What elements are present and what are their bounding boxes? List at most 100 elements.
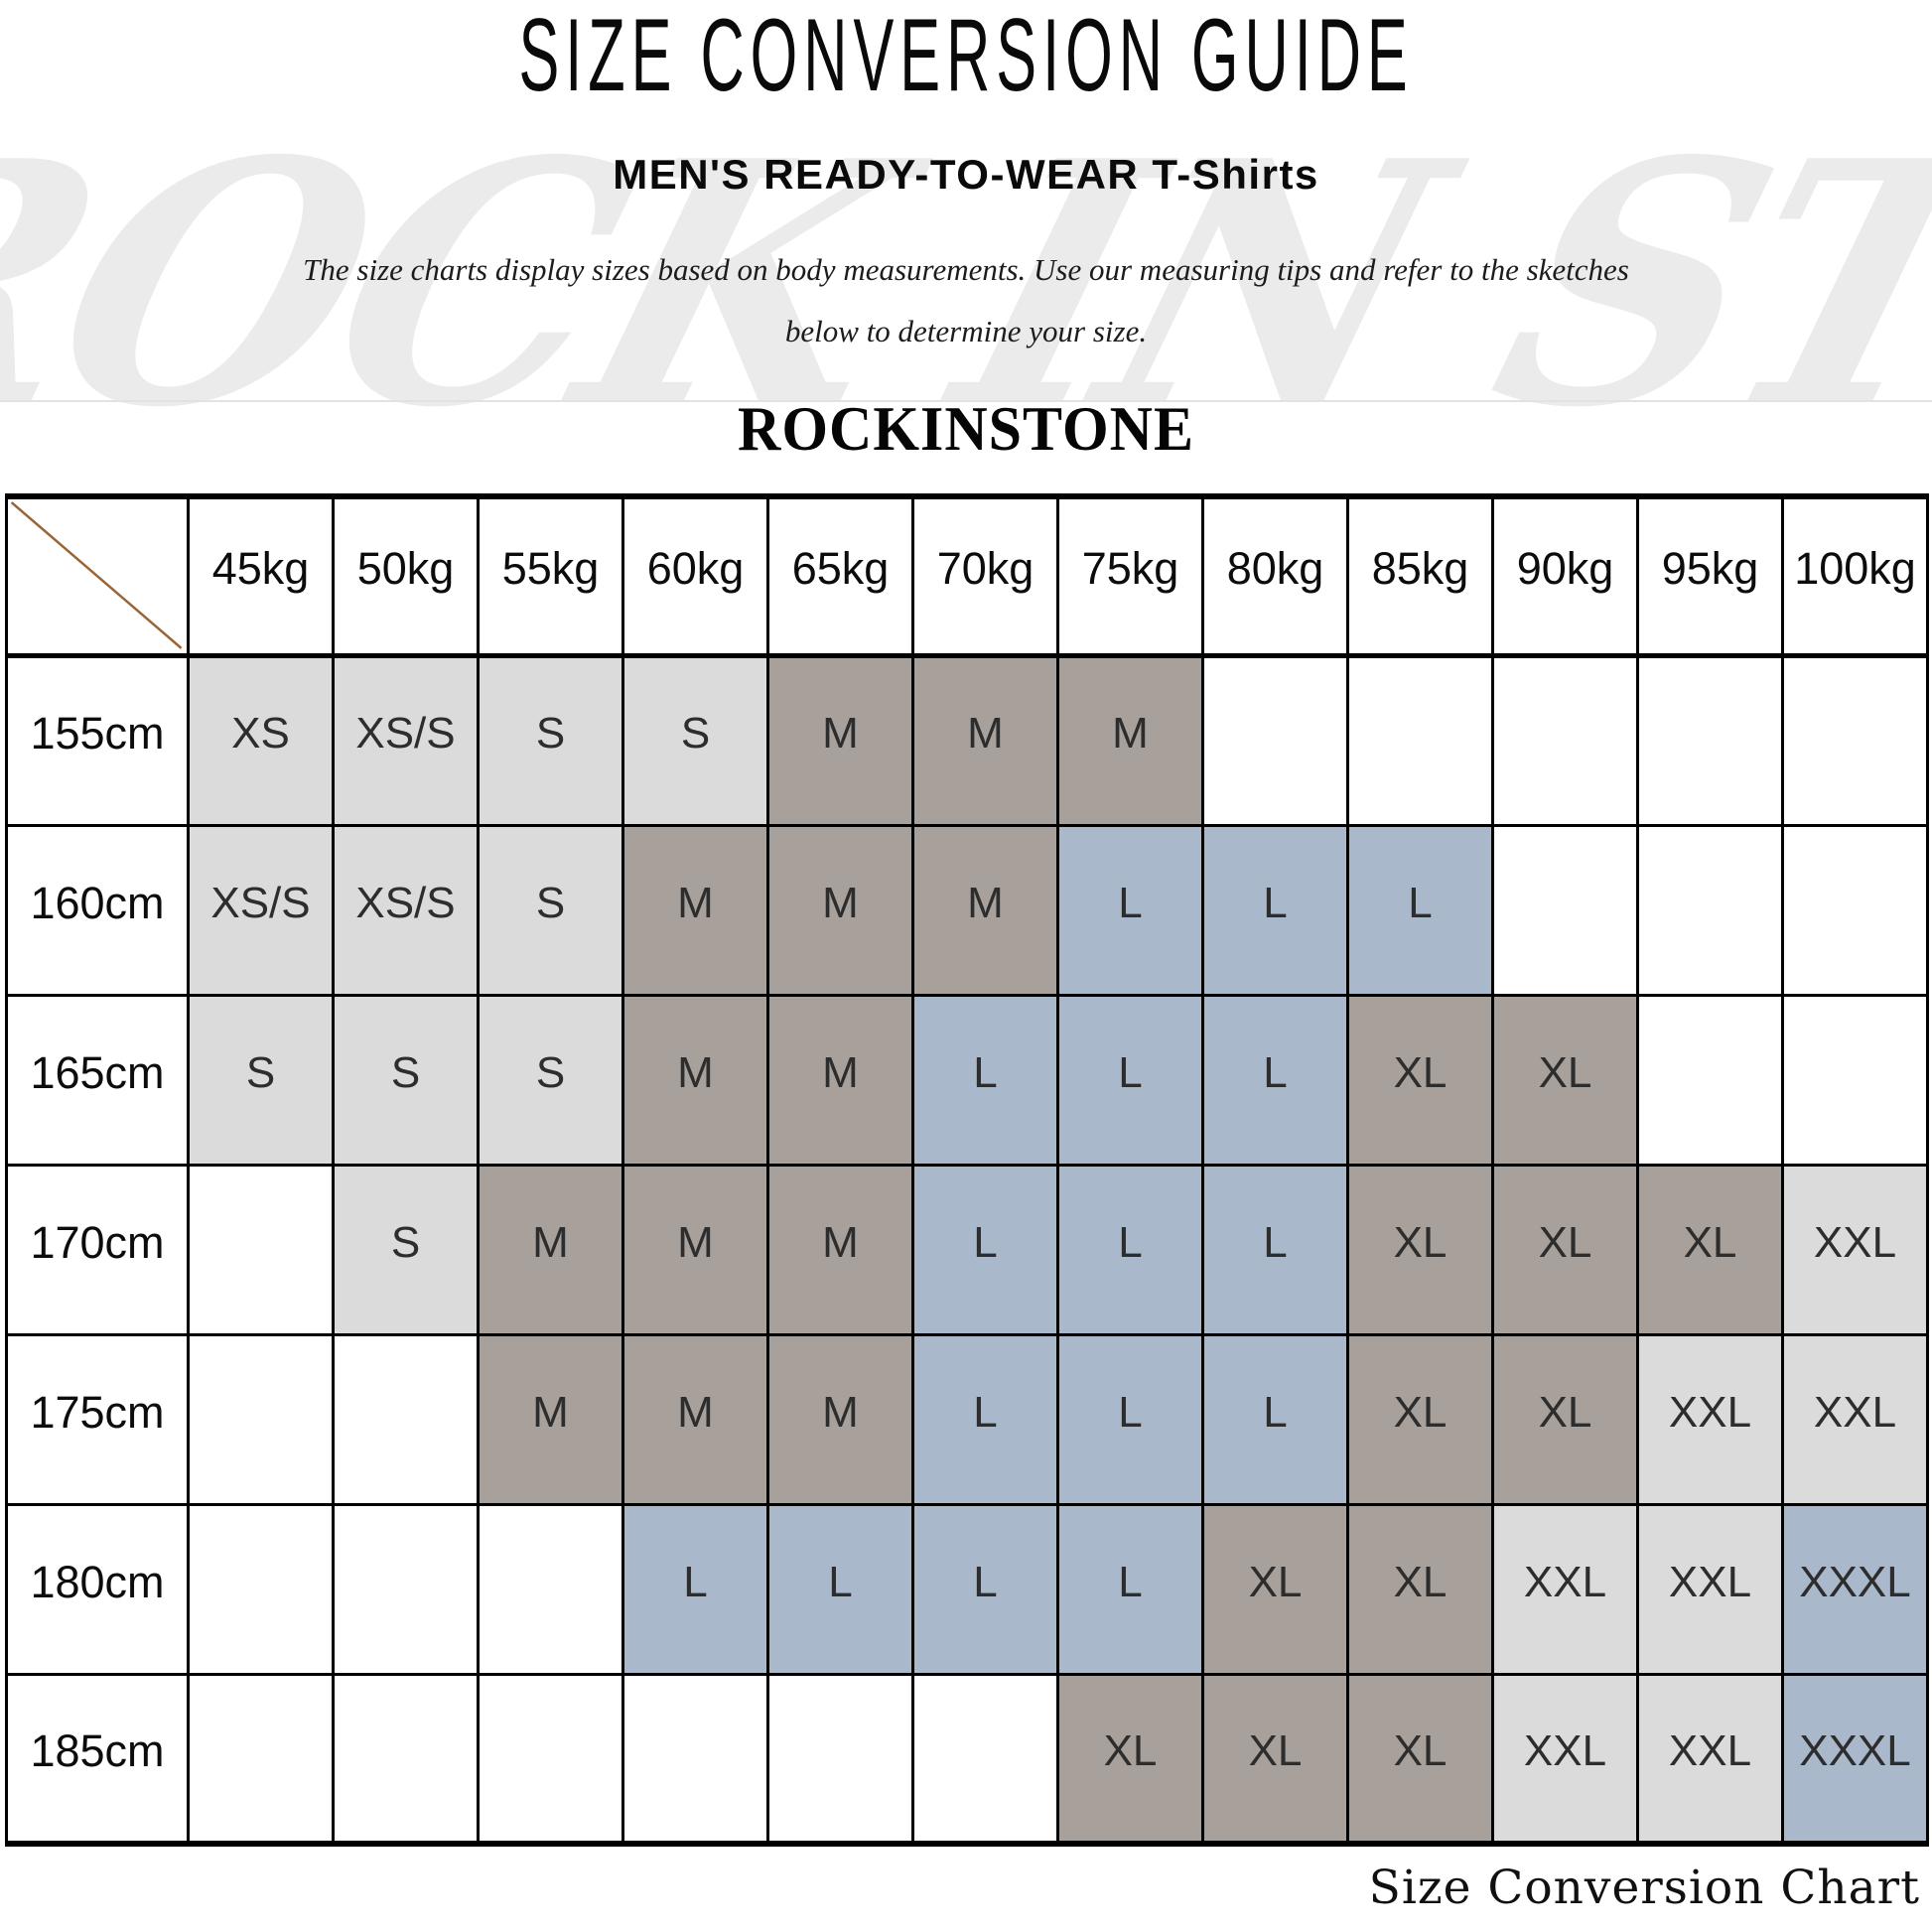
col-header-45kg: 45kg <box>187 494 335 658</box>
size-cell: XXL <box>1636 1332 1784 1506</box>
size-cell: XXL <box>1636 1502 1784 1676</box>
description-line-1: The size charts display sizes based on b… <box>303 252 1629 287</box>
size-cell: XXL <box>1636 1672 1784 1846</box>
description-line-2: below to determine your size. <box>784 314 1148 348</box>
empty-cell <box>477 1502 624 1676</box>
size-cell: S <box>477 993 624 1167</box>
size-cell: S <box>187 993 335 1167</box>
size-cell: XL <box>1346 1502 1494 1676</box>
col-header-75kg: 75kg <box>1056 494 1204 658</box>
size-cell: S <box>477 653 624 827</box>
col-header-50kg: 50kg <box>332 494 480 658</box>
col-header-80kg: 80kg <box>1201 494 1349 658</box>
page-title: SIZE CONVERSION GUIDE <box>518 0 1414 113</box>
header-row: 45kg 50kg 55kg 60kg 65kg 70kg 75kg 80kg 85kg 90kg… <box>5 494 1929 658</box>
size-cell: XXL <box>1781 1163 1929 1336</box>
size-cell: XL <box>1201 1672 1349 1846</box>
table-row-155cm: 155cm XS XS/S S S M M M <box>5 653 1929 827</box>
row-header-175cm: 175cm <box>5 1332 190 1506</box>
size-cell: L <box>1056 993 1204 1167</box>
title-wrap: SIZE CONVERSION GUIDE <box>0 0 1932 113</box>
empty-cell <box>1781 653 1929 827</box>
size-cell: L <box>1201 1332 1349 1506</box>
size-cell: L <box>621 1502 769 1676</box>
size-cell: S <box>621 653 769 827</box>
size-cell: L <box>1346 823 1494 997</box>
empty-cell <box>1636 823 1784 997</box>
size-cell: M <box>766 823 914 997</box>
size-cell: L <box>1056 1163 1204 1336</box>
size-cell: XS/S <box>332 823 480 997</box>
table-row-170cm: 170cm S M M M L L L XL XL XL XXL <box>5 1163 1929 1336</box>
size-cell: XL <box>1056 1672 1204 1846</box>
size-cell: M <box>911 823 1059 997</box>
empty-cell <box>187 1332 335 1506</box>
size-cell: XL <box>1346 1672 1494 1846</box>
size-cell: L <box>911 1502 1059 1676</box>
col-header-70kg: 70kg <box>911 494 1059 658</box>
size-cell: XL <box>1346 1332 1494 1506</box>
row-header-160cm: 160cm <box>5 823 190 997</box>
size-cell: XL <box>1201 1502 1349 1676</box>
size-cell: XS <box>187 653 335 827</box>
table-row-165cm: 165cm S S S M M L L L XL XL <box>5 993 1929 1167</box>
table-row-185cm: 185cm XL XL XL XXL XXL XXXL <box>5 1672 1929 1846</box>
size-cell: L <box>1201 993 1349 1167</box>
size-cell: XXXL <box>1781 1672 1929 1846</box>
empty-cell <box>1781 993 1929 1167</box>
subtitle: MEN'S READY-TO-WEAR T-Shirts <box>613 151 1319 198</box>
size-cell: M <box>766 1163 914 1336</box>
size-cell: M <box>621 993 769 1167</box>
size-cell: M <box>1056 653 1204 827</box>
row-header-155cm: 155cm <box>5 653 190 827</box>
table-row-160cm: 160cm XS/S XS/S S M M M L L L <box>5 823 1929 997</box>
row-header-165cm: 165cm <box>5 993 190 1167</box>
size-cell: XS/S <box>187 823 335 997</box>
size-cell: XL <box>1491 1332 1639 1506</box>
col-header-65kg: 65kg <box>766 494 914 658</box>
size-cell: M <box>911 653 1059 827</box>
size-cell: L <box>1056 823 1204 997</box>
size-cell: S <box>332 1163 480 1336</box>
col-header-100kg: 100kg <box>1781 494 1929 658</box>
empty-cell <box>621 1672 769 1846</box>
size-cell: XXL <box>1781 1332 1929 1506</box>
size-cell: XL <box>1346 993 1494 1167</box>
size-cell: M <box>621 1163 769 1336</box>
table-row-180cm: 180cm L L L L XL XL XXL XXL XXXL <box>5 1502 1929 1676</box>
empty-cell <box>187 1502 335 1676</box>
size-cell: XXL <box>1491 1672 1639 1846</box>
diagonal-line <box>8 499 187 653</box>
size-cell: M <box>766 993 914 1167</box>
size-cell: XS/S <box>332 653 480 827</box>
empty-cell <box>1201 653 1349 827</box>
size-cell: XXL <box>1491 1502 1639 1676</box>
col-header-85kg: 85kg <box>1346 494 1494 658</box>
table-body: 155cm XS XS/S S S M M M 160cm XS/S XS/S S M M M L L L 165c… <box>5 653 1929 1846</box>
empty-cell <box>332 1332 480 1506</box>
row-header-170cm: 170cm <box>5 1163 190 1336</box>
size-cell: XL <box>1491 993 1639 1167</box>
col-header-90kg: 90kg <box>1491 494 1639 658</box>
size-cell: S <box>332 993 480 1167</box>
size-cell: M <box>766 1332 914 1506</box>
size-cell: M <box>766 653 914 827</box>
size-cell: M <box>477 1332 624 1506</box>
size-cell: XXXL <box>1781 1502 1929 1676</box>
empty-cell <box>1491 823 1639 997</box>
row-header-185cm: 185cm <box>5 1672 190 1846</box>
col-header-60kg: 60kg <box>621 494 769 658</box>
empty-cell <box>1781 823 1929 997</box>
size-cell: L <box>1056 1332 1204 1506</box>
size-cell: L <box>911 1332 1059 1506</box>
size-cell: L <box>911 993 1059 1167</box>
size-cell: L <box>911 1163 1059 1336</box>
empty-cell <box>187 1163 335 1336</box>
size-cell: XL <box>1346 1163 1494 1336</box>
caption: Size Conversion Chart <box>1368 1861 1920 1915</box>
col-header-55kg: 55kg <box>477 494 624 658</box>
size-cell: S <box>477 823 624 997</box>
empty-cell <box>766 1672 914 1846</box>
col-header-95kg: 95kg <box>1636 494 1784 658</box>
